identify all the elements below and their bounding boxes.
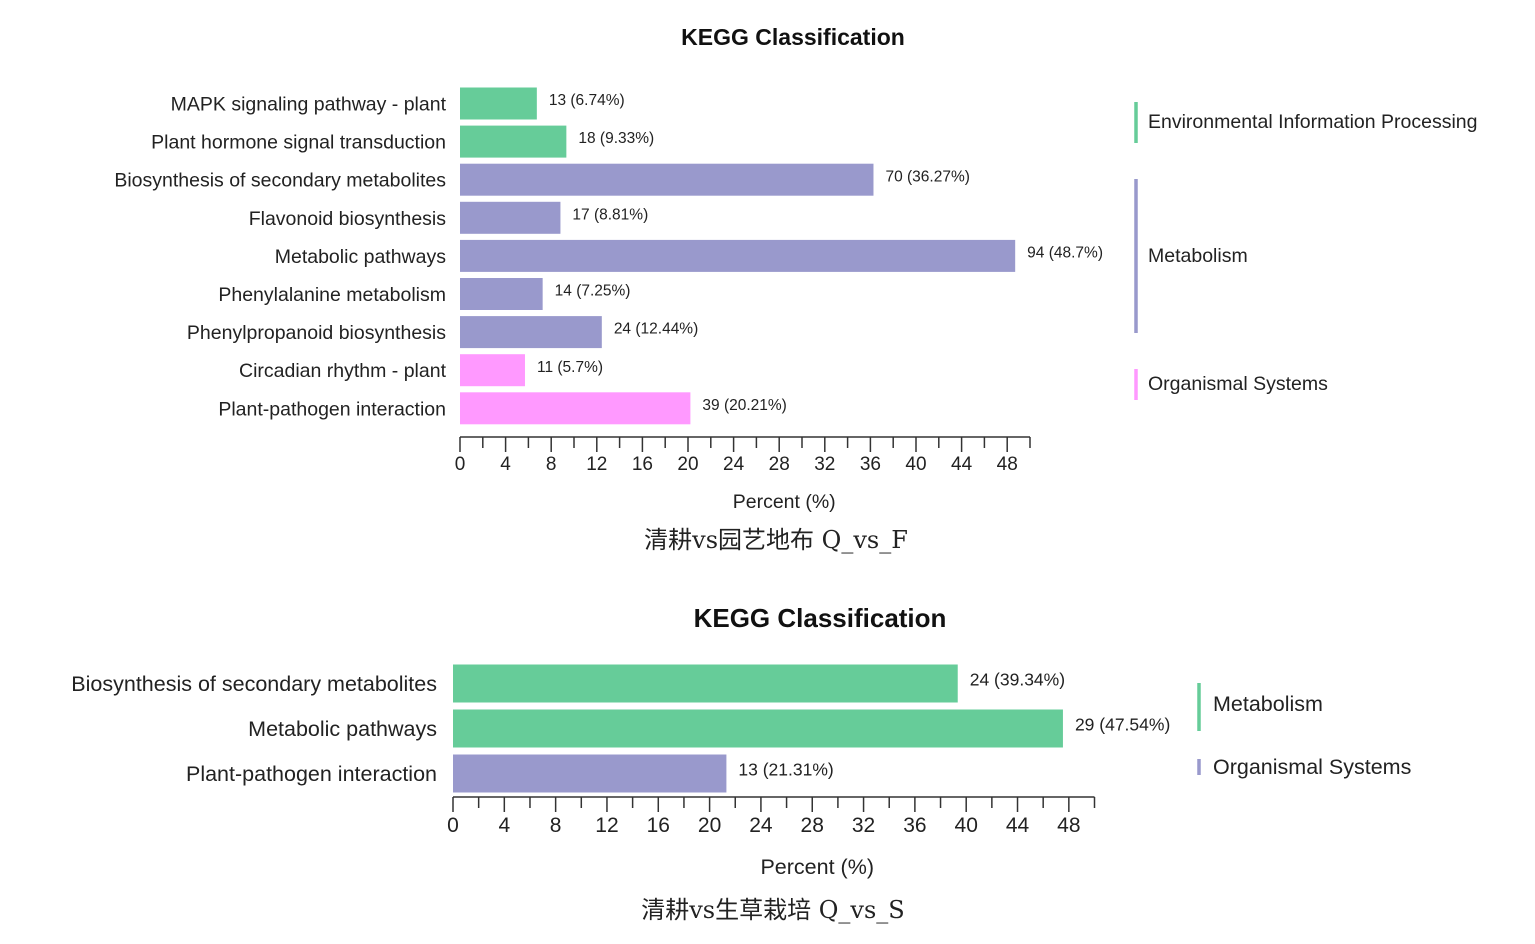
x-tick-label: 0 xyxy=(447,814,459,837)
category-label: Circadian rhythm - plant xyxy=(239,360,447,382)
bar-value-label: 14 (7.25%) xyxy=(555,283,631,300)
legend-label: Environmental Information Processing xyxy=(1148,111,1478,133)
figure-caption: 清耕vs园艺地布 Q_vs_F xyxy=(644,526,908,554)
legend-label: Organismal Systems xyxy=(1213,755,1411,779)
bar xyxy=(460,87,537,120)
category-label: Phenylpropanoid biosynthesis xyxy=(187,322,446,344)
x-tick-label: 20 xyxy=(677,454,698,475)
chart-1: KEGG Classification MAPK signaling pathwa… xyxy=(114,24,1477,554)
legend-label: Organismal Systems xyxy=(1148,373,1328,395)
x-tick-label: 8 xyxy=(550,814,562,837)
x-tick-label: 28 xyxy=(801,814,824,837)
x-tick-label: 24 xyxy=(749,814,773,837)
bar-value-label: 29 (47.54%) xyxy=(1075,714,1170,734)
bar-value-label: 11 (5.7%) xyxy=(537,359,603,376)
bar-value-label: 94 (48.7%) xyxy=(1027,244,1103,261)
x-tick-label: 36 xyxy=(860,454,881,475)
bar-value-label: 13 (21.31%) xyxy=(738,759,833,779)
figure-caption: 清耕vs生草栽培 Q_vs_S xyxy=(641,896,905,924)
bar xyxy=(460,316,602,349)
chart-2: KEGG Classification Biosynthesis of secon… xyxy=(71,603,1411,924)
bar-value-label: 39 (20.21%) xyxy=(702,397,786,414)
legend-label: Metabolism xyxy=(1148,245,1248,267)
x-tick-label: 12 xyxy=(586,454,607,475)
x-axis-label: Percent (%) xyxy=(760,855,874,879)
bar xyxy=(453,754,727,793)
x-tick-label: 16 xyxy=(647,814,670,837)
category-label: Phenylalanine metabolism xyxy=(218,284,446,306)
x-tick-label: 44 xyxy=(1006,814,1030,837)
bar xyxy=(460,201,561,234)
category-label: Biosynthesis of secondary metabolites xyxy=(114,170,446,192)
x-tick-label: 0 xyxy=(455,454,466,475)
chart-title: KEGG Classification xyxy=(694,603,947,633)
category-label: Flavonoid biosynthesis xyxy=(249,208,447,230)
x-tick-label: 12 xyxy=(595,814,618,837)
bar-value-label: 18 (9.33%) xyxy=(578,130,654,147)
x-axis-label: Percent (%) xyxy=(733,491,836,513)
x-tick-label: 28 xyxy=(769,454,790,475)
bar xyxy=(453,709,1063,748)
bar xyxy=(460,163,874,196)
chart-title: KEGG Classification xyxy=(681,24,905,50)
x-tick-label: 24 xyxy=(723,454,745,475)
category-label: Metabolic pathways xyxy=(275,246,447,268)
x-tick-label: 32 xyxy=(814,454,835,475)
bar xyxy=(460,239,1016,272)
x-tick-label: 48 xyxy=(997,454,1018,475)
category-label: Biosynthesis of secondary metabolites xyxy=(71,672,437,696)
bar xyxy=(460,392,691,425)
category-label: Plant hormone signal transduction xyxy=(151,132,446,154)
bar xyxy=(453,664,958,703)
bar-value-label: 13 (6.74%) xyxy=(549,92,625,109)
bar xyxy=(460,354,525,387)
category-label: MAPK signaling pathway - plant xyxy=(171,94,447,116)
x-tick-label: 4 xyxy=(498,814,510,837)
x-tick-label: 20 xyxy=(698,814,721,837)
x-tick-label: 48 xyxy=(1057,814,1080,837)
category-label: Plant-pathogen interaction xyxy=(186,762,437,786)
x-tick-label: 44 xyxy=(951,454,973,475)
x-tick-label: 40 xyxy=(905,454,926,475)
x-tick-label: 4 xyxy=(500,454,511,475)
bar-value-label: 70 (36.27%) xyxy=(885,168,969,185)
bar-value-label: 24 (39.34%) xyxy=(970,669,1065,689)
bar xyxy=(460,125,567,158)
legend-label: Metabolism xyxy=(1213,692,1323,716)
x-tick-label: 32 xyxy=(852,814,875,837)
bar xyxy=(460,278,543,310)
x-tick-label: 16 xyxy=(632,454,653,475)
x-tick-label: 36 xyxy=(903,814,926,837)
category-label: Plant-pathogen interaction xyxy=(218,398,446,420)
bar-value-label: 24 (12.44%) xyxy=(614,321,698,338)
category-label: Metabolic pathways xyxy=(248,717,437,741)
x-tick-label: 40 xyxy=(955,814,978,837)
x-tick-label: 8 xyxy=(546,454,557,475)
bar-value-label: 17 (8.81%) xyxy=(572,206,648,223)
